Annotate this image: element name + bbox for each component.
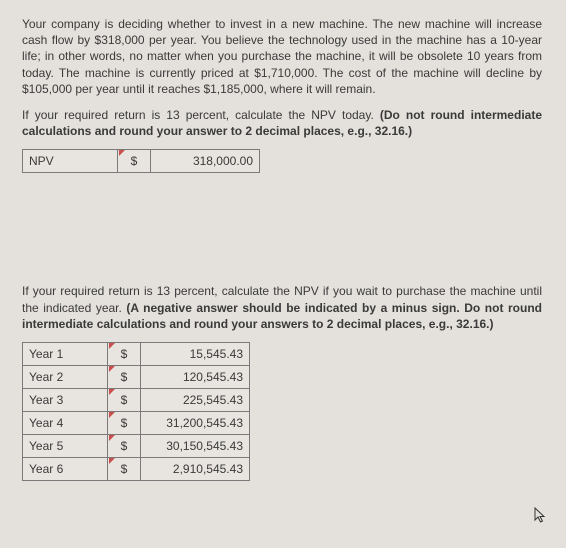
question-2: If your required return is 13 percent, c… xyxy=(22,283,542,332)
npv-table: NPV $ 318,000.00 xyxy=(22,149,260,173)
value-cell[interactable]: 30,150,545.43 xyxy=(141,434,250,457)
year-label: Year 3 xyxy=(23,388,108,411)
table-row: Year 3 $ 225,545.43 xyxy=(23,388,250,411)
year-label: Year 4 xyxy=(23,411,108,434)
currency-symbol: $ xyxy=(121,393,128,407)
value-cell[interactable]: 2,910,545.43 xyxy=(141,457,250,480)
cell-marker-icon xyxy=(109,366,115,372)
cell-marker-icon xyxy=(109,343,115,349)
years-table: Year 1 $ 15,545.43 Year 2 $ 120,545.43 Y… xyxy=(22,342,250,481)
table-row: Year 6 $ 2,910,545.43 xyxy=(23,457,250,480)
table-row: Year 4 $ 31,200,545.43 xyxy=(23,411,250,434)
year-label: Year 1 xyxy=(23,342,108,365)
cell-marker-icon xyxy=(109,412,115,418)
currency-symbol: $ xyxy=(121,347,128,361)
value-cell[interactable]: 120,545.43 xyxy=(141,365,250,388)
cell-marker-icon xyxy=(119,150,125,156)
currency-cell[interactable]: $ xyxy=(108,342,141,365)
currency-cell[interactable]: $ xyxy=(108,411,141,434)
value-cell[interactable]: 31,200,545.43 xyxy=(141,411,250,434)
currency-symbol: $ xyxy=(121,416,128,430)
currency-symbol: $ xyxy=(121,439,128,453)
currency-cell[interactable]: $ xyxy=(108,457,141,480)
currency-cell[interactable]: $ xyxy=(108,434,141,457)
q1-text: If your required return is 13 percent, c… xyxy=(22,108,380,122)
currency-symbol: $ xyxy=(131,154,138,168)
cell-marker-icon xyxy=(109,435,115,441)
currency-cell[interactable]: $ xyxy=(108,388,141,411)
npv-value-cell[interactable]: 318,000.00 xyxy=(151,150,260,173)
npv-label: NPV xyxy=(23,150,118,173)
table-row: Year 2 $ 120,545.43 xyxy=(23,365,250,388)
year-label: Year 5 xyxy=(23,434,108,457)
currency-symbol: $ xyxy=(121,462,128,476)
cell-marker-icon xyxy=(109,389,115,395)
cursor-icon xyxy=(534,507,548,530)
question-1: If your required return is 13 percent, c… xyxy=(22,107,542,139)
table-row: Year 5 $ 30,150,545.43 xyxy=(23,434,250,457)
intro-paragraph: Your company is deciding whether to inve… xyxy=(22,16,542,97)
value-cell[interactable]: 225,545.43 xyxy=(141,388,250,411)
currency-cell[interactable]: $ xyxy=(108,365,141,388)
value-cell[interactable]: 15,545.43 xyxy=(141,342,250,365)
npv-row: NPV $ 318,000.00 xyxy=(23,150,260,173)
npv-currency-cell[interactable]: $ xyxy=(118,150,151,173)
currency-symbol: $ xyxy=(121,370,128,384)
table-row: Year 1 $ 15,545.43 xyxy=(23,342,250,365)
cell-marker-icon xyxy=(109,458,115,464)
year-label: Year 2 xyxy=(23,365,108,388)
year-label: Year 6 xyxy=(23,457,108,480)
